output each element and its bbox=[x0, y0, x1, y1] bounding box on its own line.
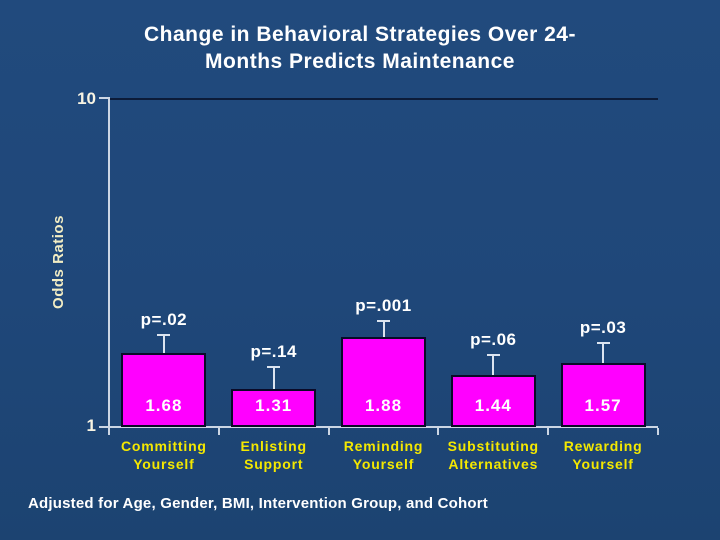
y-tick-label-10: 10 bbox=[77, 89, 96, 108]
bar-value-label: 1.31 bbox=[255, 395, 293, 415]
bar: 1.88 bbox=[341, 337, 426, 427]
bar-value-label: 1.57 bbox=[584, 395, 622, 415]
error-bar-cap bbox=[267, 366, 281, 369]
bar: 1.44 bbox=[450, 375, 536, 427]
p-value-label: p=.03 bbox=[579, 318, 627, 338]
p-value-label: p=.02 bbox=[140, 310, 188, 330]
error-bar-stem bbox=[162, 336, 165, 354]
bar-value-label: 1.68 bbox=[145, 395, 183, 415]
x-axis-tick bbox=[327, 428, 330, 435]
y-tick-label-1: 1 bbox=[86, 416, 96, 435]
bar: 1.68 bbox=[121, 353, 207, 427]
error-bar-cap bbox=[157, 334, 171, 337]
y-axis-line bbox=[108, 97, 110, 428]
error-bar-stem bbox=[492, 355, 495, 376]
bar-value-label: 1.88 bbox=[364, 395, 403, 415]
x-axis-tick bbox=[217, 428, 220, 435]
p-value-label: p=.06 bbox=[470, 329, 517, 349]
bar: 1.57 bbox=[560, 362, 646, 427]
bar-value-label: 1.44 bbox=[474, 395, 512, 415]
gridline-odds-10 bbox=[110, 98, 658, 100]
error-bar-stem bbox=[602, 344, 605, 363]
category-label: Rewarding Yourself bbox=[563, 438, 643, 472]
x-axis-tick bbox=[437, 428, 440, 435]
category-label: Substituting Alternatives bbox=[447, 438, 539, 472]
x-axis-tick bbox=[547, 428, 550, 435]
x-axis-tick bbox=[108, 428, 110, 435]
chart-title: Change in Behavioral Strategies Over 24-… bbox=[0, 21, 720, 75]
y-axis-label: Odds Ratios bbox=[50, 215, 67, 309]
category-label: Committing Yourself bbox=[121, 438, 207, 472]
chart-title-line2: Months Predicts Maintenance bbox=[205, 50, 515, 73]
error-bar-stem bbox=[382, 321, 385, 338]
error-bar-cap bbox=[486, 353, 500, 356]
p-value-label: p=.001 bbox=[355, 295, 412, 315]
x-axis-line bbox=[99, 426, 658, 428]
x-axis-tick bbox=[657, 428, 659, 435]
y-tick-mark-10 bbox=[99, 97, 109, 99]
footnote: Adjusted for Age, Gender, BMI, Intervent… bbox=[28, 495, 488, 512]
error-bar-stem bbox=[272, 368, 275, 389]
category-label: Enlisting Support bbox=[240, 438, 307, 472]
bar: 1.31 bbox=[231, 388, 317, 427]
p-value-label: p=.14 bbox=[250, 342, 297, 362]
error-bar-cap bbox=[377, 319, 390, 322]
error-bar-cap bbox=[596, 342, 610, 345]
chart-title-line1: Change in Behavioral Strategies Over 24- bbox=[144, 23, 576, 46]
category-label: Reminding Yourself bbox=[343, 438, 424, 472]
